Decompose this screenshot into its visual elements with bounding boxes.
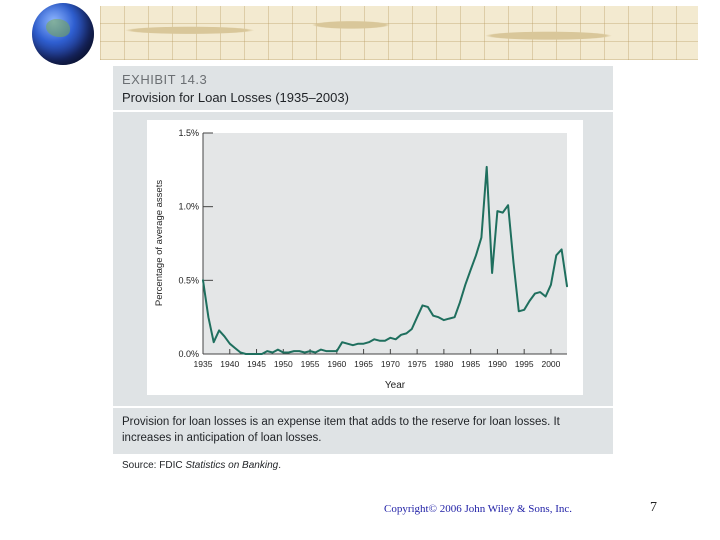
- x-tick-label: 1940: [220, 359, 239, 369]
- y-axis-label: Percentage of average assets: [154, 180, 165, 306]
- y-tick-label: 0.0%: [178, 349, 199, 359]
- globe-icon: [32, 3, 94, 65]
- y-tick-label: 1.0%: [178, 202, 199, 212]
- x-tick-label: 1945: [247, 359, 266, 369]
- x-tick-label: 1990: [488, 359, 507, 369]
- x-tick-label: 1995: [515, 359, 534, 369]
- line-chart: 0.0% 0.5% 1.0% 1.5% 1935 1940 1945 1950 1955 1960…: [154, 128, 568, 391]
- plot-area: [203, 133, 567, 354]
- x-tick-label: 1965: [354, 359, 373, 369]
- x-tick-label: 1975: [408, 359, 427, 369]
- copyright-text: Copyright© 2006 John Wiley & Sons, Inc.: [384, 503, 572, 515]
- chart-panel: 0.0% 0.5% 1.0% 1.5% 1935 1940 1945 1950 1955 1960…: [147, 120, 583, 395]
- x-tick-label: 1935: [194, 359, 213, 369]
- x-tick-label: 1985: [461, 359, 480, 369]
- x-axis-label: Year: [385, 380, 406, 391]
- x-tick-label: 1955: [301, 359, 320, 369]
- x-tick-label: 1970: [381, 359, 400, 369]
- exhibit-caption: Provision for loan losses is an expense …: [113, 406, 613, 456]
- caption-text: Provision for loan losses is an expense …: [122, 416, 560, 444]
- y-tick-label: 0.5%: [178, 275, 199, 285]
- exhibit-title: Provision for Loan Losses (1935–2003): [122, 90, 349, 105]
- x-tick-label: 1960: [327, 359, 346, 369]
- x-tick-label: 2000: [541, 359, 560, 369]
- series-line: [202, 165, 568, 355]
- y-tick-label: 1.5%: [178, 128, 199, 138]
- x-tick-label: 1950: [274, 359, 293, 369]
- source-title: Statistics on Banking: [185, 460, 279, 471]
- decorative-map-banner: [100, 6, 698, 60]
- source-note: Source: FDIC Statistics on Banking.: [122, 460, 281, 471]
- exhibit-label: EXHIBIT 14.3: [122, 72, 208, 87]
- x-tick-label: 1980: [434, 359, 453, 369]
- page-number: 7: [650, 500, 657, 515]
- source-suffix: .: [278, 460, 281, 471]
- source-prefix: Source: FDIC: [122, 460, 186, 471]
- exhibit-panel: EXHIBIT 14.3 Provision for Loan Losses (…: [113, 66, 613, 454]
- exhibit-header: EXHIBIT 14.3 Provision for Loan Losses (…: [113, 66, 613, 112]
